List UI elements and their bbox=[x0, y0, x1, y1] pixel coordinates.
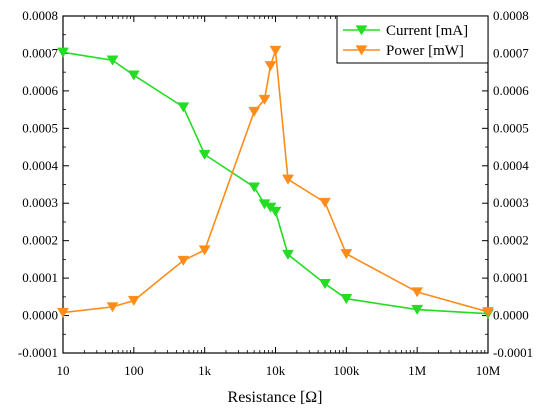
y-tick-label-left: 0.0003 bbox=[22, 195, 58, 210]
power-mw-point bbox=[319, 197, 331, 208]
y2-tick-label-right: 0.0007 bbox=[493, 45, 529, 60]
current-ma-point bbox=[177, 102, 190, 113]
power-mw-point bbox=[248, 106, 261, 117]
axis-tick-labels: 10 100 1k 10k 100k 1M 10M -0.0001 -0.0001 0.0000 0… bbox=[18, 8, 533, 378]
y-tick-label-left: 0.0006 bbox=[22, 83, 58, 98]
x-tick-label: 10 bbox=[57, 363, 70, 378]
series-layer bbox=[57, 45, 494, 320]
current-ma-point bbox=[319, 279, 331, 290]
current-ma-point bbox=[282, 249, 294, 260]
y-tick-label-left: 0.0005 bbox=[22, 120, 58, 135]
current-ma-point bbox=[411, 304, 424, 316]
y2-tick-label-right: 0.0000 bbox=[493, 308, 529, 323]
legend-swatch-marker-power-mw bbox=[355, 45, 368, 56]
power-mw-point bbox=[411, 287, 424, 298]
y-tick-label-left: 0.0004 bbox=[22, 158, 58, 173]
power-mw-point bbox=[282, 174, 294, 185]
y-tick-label-left: 0.0000 bbox=[22, 308, 58, 323]
x-tick-label: 100k bbox=[333, 363, 360, 378]
power-mw-point bbox=[57, 307, 69, 319]
current-ma-point bbox=[269, 206, 282, 217]
current-ma-point bbox=[248, 182, 261, 193]
power-mw-line bbox=[62, 50, 489, 314]
x-axis-title: Resistance [Ω] bbox=[228, 389, 323, 406]
y2-tick-label-right: 0.0004 bbox=[493, 158, 529, 173]
y-tick-label-left: 0.0008 bbox=[22, 8, 58, 23]
y2-tick-label-right: 0.0001 bbox=[493, 270, 529, 285]
y2-tick-label-right: 0.0006 bbox=[493, 83, 529, 98]
x-tick-label: 10k bbox=[266, 363, 286, 378]
power-mw-point bbox=[340, 249, 353, 260]
y-tick-label-left: 0.0002 bbox=[22, 233, 58, 248]
y2-tick-label-right: -0.0001 bbox=[493, 345, 533, 360]
y2-tick-label-right: 0.0002 bbox=[493, 233, 529, 248]
power-mw-point bbox=[198, 245, 211, 256]
current-ma-point bbox=[127, 70, 140, 81]
power-mw-point bbox=[258, 94, 271, 105]
legend: Current [mA] Power [mW] bbox=[336, 15, 489, 64]
legend-label-power-mw: Power [mW] bbox=[386, 43, 464, 59]
x-tick-label: 10M bbox=[476, 363, 501, 378]
y2-tick-label-right: 0.0008 bbox=[493, 8, 529, 23]
x-tick-label: 1k bbox=[198, 363, 212, 378]
current-ma-line bbox=[62, 51, 489, 315]
legend-box bbox=[336, 15, 489, 64]
y-tick-label-left: 0.0001 bbox=[22, 270, 58, 285]
legend-label-current-ma: Current [mA] bbox=[386, 23, 468, 39]
x-tick-label: 1M bbox=[408, 363, 427, 378]
current-ma-point bbox=[106, 55, 119, 66]
y-tick-label-left: -0.0001 bbox=[18, 345, 58, 360]
y-tick-label-left: 0.0007 bbox=[22, 45, 58, 60]
current-ma-point bbox=[198, 149, 211, 160]
power-mw-point bbox=[482, 307, 494, 318]
legend-swatch-marker-current-ma bbox=[355, 25, 368, 36]
power-mw-point bbox=[264, 61, 277, 72]
x-tick-label: 100 bbox=[124, 363, 144, 378]
power-mw-point bbox=[106, 302, 119, 313]
power-mw-point bbox=[127, 295, 140, 307]
y2-tick-label-right: 0.0003 bbox=[493, 195, 529, 210]
power-mw-point bbox=[269, 45, 282, 56]
current-ma-point bbox=[340, 294, 353, 305]
y2-tick-label-right: 0.0005 bbox=[493, 120, 529, 135]
power-mw-point bbox=[177, 255, 190, 266]
current-ma-point bbox=[57, 47, 69, 58]
